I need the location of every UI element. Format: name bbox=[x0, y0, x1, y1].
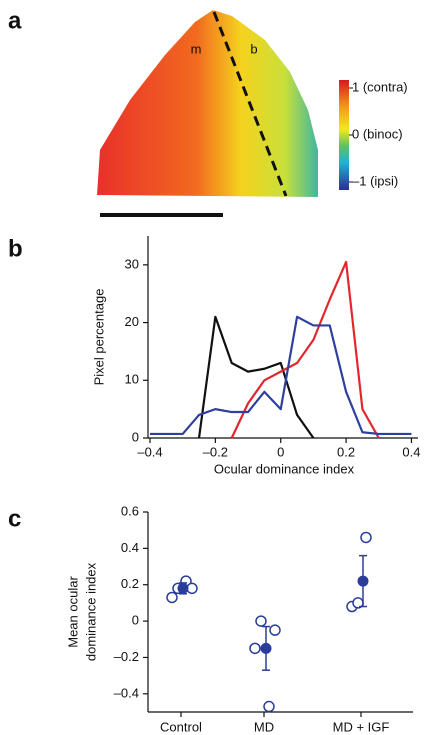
y-tick-label: 0.2 bbox=[121, 576, 139, 591]
individual-point bbox=[269, 624, 281, 636]
y-tick-label: 0 bbox=[132, 429, 139, 444]
individual-point bbox=[249, 642, 261, 655]
y-tick-label: –0.2 bbox=[114, 649, 139, 664]
individual-point bbox=[255, 615, 267, 627]
y-tick-label: –0.4 bbox=[114, 685, 139, 700]
individual-point bbox=[360, 531, 372, 544]
colorbar-label: 0 (binoc) bbox=[352, 126, 403, 141]
individual-point bbox=[166, 591, 178, 604]
individual-point bbox=[263, 700, 275, 713]
region-label: m bbox=[191, 41, 202, 56]
y-axis-title: Mean ocular bbox=[65, 576, 80, 648]
x-tick-label: MD bbox=[254, 719, 274, 734]
y-axis-title: dominance index bbox=[83, 562, 98, 661]
od-map bbox=[97, 10, 318, 197]
x-tick-label: MD + IGF bbox=[333, 719, 390, 734]
x-tick-label: 0 bbox=[277, 444, 284, 459]
x-tick-label: –0.2 bbox=[203, 444, 228, 459]
y-tick-label: 30 bbox=[125, 256, 139, 271]
border-line bbox=[212, 11, 288, 197]
panel-label: a bbox=[8, 7, 22, 34]
y-tick-label: 20 bbox=[125, 314, 139, 329]
x-tick-label: 0.2 bbox=[337, 444, 355, 459]
panel-label: c bbox=[8, 505, 21, 532]
y-tick-label: 10 bbox=[125, 372, 139, 387]
mean-point bbox=[260, 642, 272, 654]
x-tick-label: –0.4 bbox=[137, 444, 162, 459]
series-line bbox=[197, 315, 315, 439]
colorbar-label: –1 (ipsi) bbox=[352, 173, 398, 188]
panel-label: b bbox=[8, 235, 23, 262]
y-tick-label: 0.4 bbox=[121, 540, 139, 555]
x-tick-label: Control bbox=[160, 719, 202, 734]
x-axis-title: Ocular dominance index bbox=[214, 461, 355, 476]
y-tick-label: 0 bbox=[132, 613, 139, 628]
colorbar-label: 1 (contra) bbox=[352, 79, 408, 94]
x-tick-label: 0.4 bbox=[402, 444, 420, 459]
y-axis-title: Pixel percentage bbox=[91, 289, 106, 386]
mean-point bbox=[177, 582, 189, 594]
mean-point bbox=[357, 575, 369, 587]
region-label: b bbox=[250, 41, 257, 56]
series-line bbox=[230, 260, 380, 439]
series-line bbox=[150, 315, 412, 436]
colorbar bbox=[339, 80, 349, 190]
y-tick-label: 0.6 bbox=[121, 503, 139, 518]
